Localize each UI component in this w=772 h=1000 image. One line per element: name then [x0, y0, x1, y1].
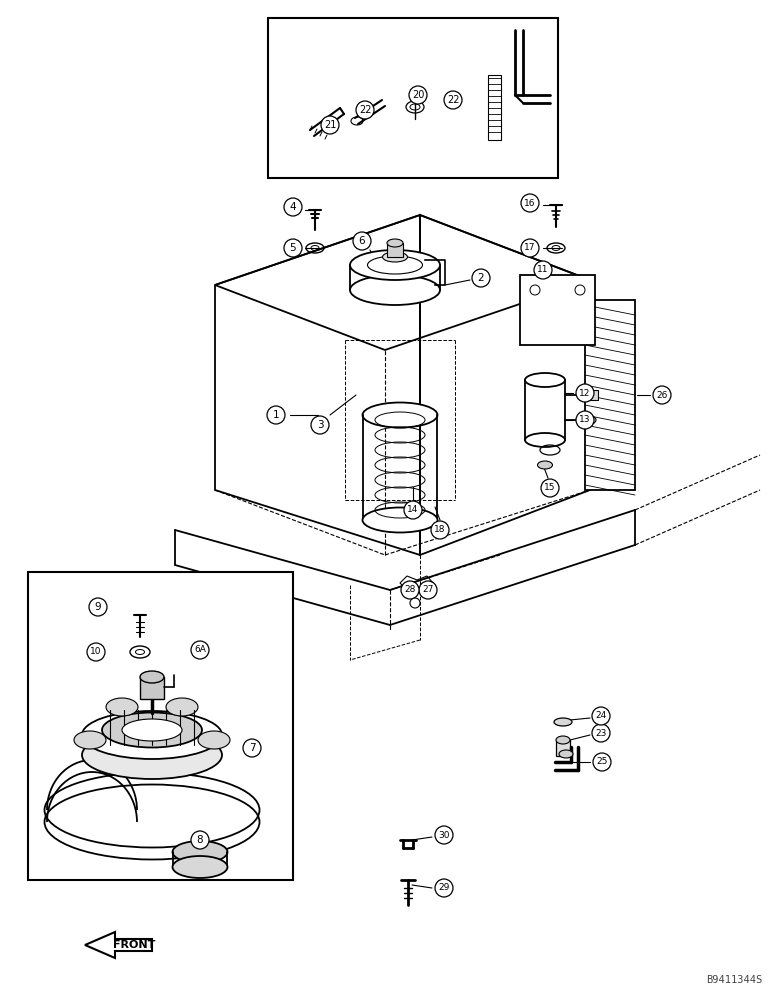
Circle shape	[191, 641, 209, 659]
Text: 13: 13	[579, 416, 591, 424]
Ellipse shape	[537, 461, 553, 469]
Text: 22: 22	[359, 105, 371, 115]
Circle shape	[353, 232, 371, 250]
Ellipse shape	[363, 402, 438, 428]
Circle shape	[534, 261, 552, 279]
Text: 5: 5	[290, 243, 296, 253]
Circle shape	[401, 581, 419, 599]
Ellipse shape	[525, 373, 565, 387]
Circle shape	[521, 239, 539, 257]
Bar	[585, 300, 635, 490]
Circle shape	[431, 521, 449, 539]
Ellipse shape	[140, 671, 164, 683]
Ellipse shape	[350, 275, 440, 305]
Text: 22: 22	[447, 95, 459, 105]
Circle shape	[576, 384, 594, 402]
Circle shape	[243, 739, 261, 757]
Circle shape	[472, 269, 490, 287]
Text: 26: 26	[656, 390, 668, 399]
Circle shape	[435, 879, 453, 897]
Circle shape	[592, 724, 610, 742]
Ellipse shape	[559, 750, 573, 758]
Ellipse shape	[363, 508, 438, 532]
Bar	[488, 75, 501, 140]
Circle shape	[284, 239, 302, 257]
Ellipse shape	[198, 731, 230, 749]
Text: 27: 27	[422, 585, 434, 594]
Text: 9: 9	[95, 602, 101, 612]
Circle shape	[409, 86, 427, 104]
Circle shape	[592, 707, 610, 725]
Text: 10: 10	[90, 648, 102, 656]
Text: 29: 29	[438, 884, 449, 892]
Ellipse shape	[525, 433, 565, 447]
Circle shape	[321, 116, 339, 134]
Circle shape	[311, 416, 329, 434]
Text: 6: 6	[359, 236, 365, 246]
Ellipse shape	[578, 415, 596, 425]
Ellipse shape	[106, 698, 138, 716]
Circle shape	[404, 501, 422, 519]
Text: 20: 20	[411, 90, 424, 100]
Text: 1: 1	[273, 410, 279, 420]
Text: 24: 24	[595, 712, 607, 720]
Text: 23: 23	[595, 728, 607, 738]
Ellipse shape	[172, 856, 228, 878]
Ellipse shape	[554, 718, 572, 726]
Ellipse shape	[122, 719, 182, 741]
Bar	[580, 390, 598, 400]
Circle shape	[419, 581, 437, 599]
Circle shape	[521, 194, 539, 212]
Circle shape	[576, 411, 594, 429]
Bar	[556, 740, 570, 756]
Ellipse shape	[74, 731, 106, 749]
Ellipse shape	[82, 731, 222, 779]
Bar	[520, 275, 595, 345]
Polygon shape	[85, 932, 152, 958]
Circle shape	[89, 598, 107, 616]
Circle shape	[87, 643, 105, 661]
Circle shape	[435, 826, 453, 844]
Text: 28: 28	[405, 585, 415, 594]
Bar	[525, 380, 565, 440]
Text: 8: 8	[197, 835, 203, 845]
Ellipse shape	[382, 252, 408, 262]
Text: 16: 16	[524, 198, 536, 208]
Text: 14: 14	[408, 506, 418, 514]
Text: 12: 12	[579, 388, 591, 397]
Text: 7: 7	[249, 743, 256, 753]
Circle shape	[191, 831, 209, 849]
Text: 4: 4	[290, 202, 296, 212]
Ellipse shape	[102, 712, 202, 748]
Ellipse shape	[82, 711, 222, 759]
Text: 21: 21	[323, 120, 336, 130]
Ellipse shape	[172, 841, 228, 863]
Text: FRONT: FRONT	[113, 940, 155, 950]
Text: 3: 3	[317, 420, 323, 430]
Text: 11: 11	[537, 265, 549, 274]
Ellipse shape	[387, 239, 403, 247]
Text: 6A: 6A	[194, 646, 206, 654]
Text: 18: 18	[434, 526, 445, 534]
Circle shape	[284, 198, 302, 216]
Text: 17: 17	[524, 243, 536, 252]
Text: 15: 15	[544, 484, 556, 492]
Text: 2: 2	[478, 273, 484, 283]
Text: 30: 30	[438, 830, 450, 840]
Bar	[268, 18, 558, 178]
Ellipse shape	[166, 698, 198, 716]
Circle shape	[356, 101, 374, 119]
Circle shape	[593, 753, 611, 771]
Ellipse shape	[350, 250, 440, 280]
Circle shape	[267, 406, 285, 424]
Circle shape	[653, 386, 671, 404]
Bar	[28, 572, 293, 880]
Bar	[387, 243, 403, 257]
Bar	[140, 677, 164, 699]
Circle shape	[541, 479, 559, 497]
Circle shape	[444, 91, 462, 109]
Text: B9411344S: B9411344S	[706, 975, 762, 985]
Ellipse shape	[556, 736, 570, 744]
Text: 25: 25	[596, 758, 608, 766]
